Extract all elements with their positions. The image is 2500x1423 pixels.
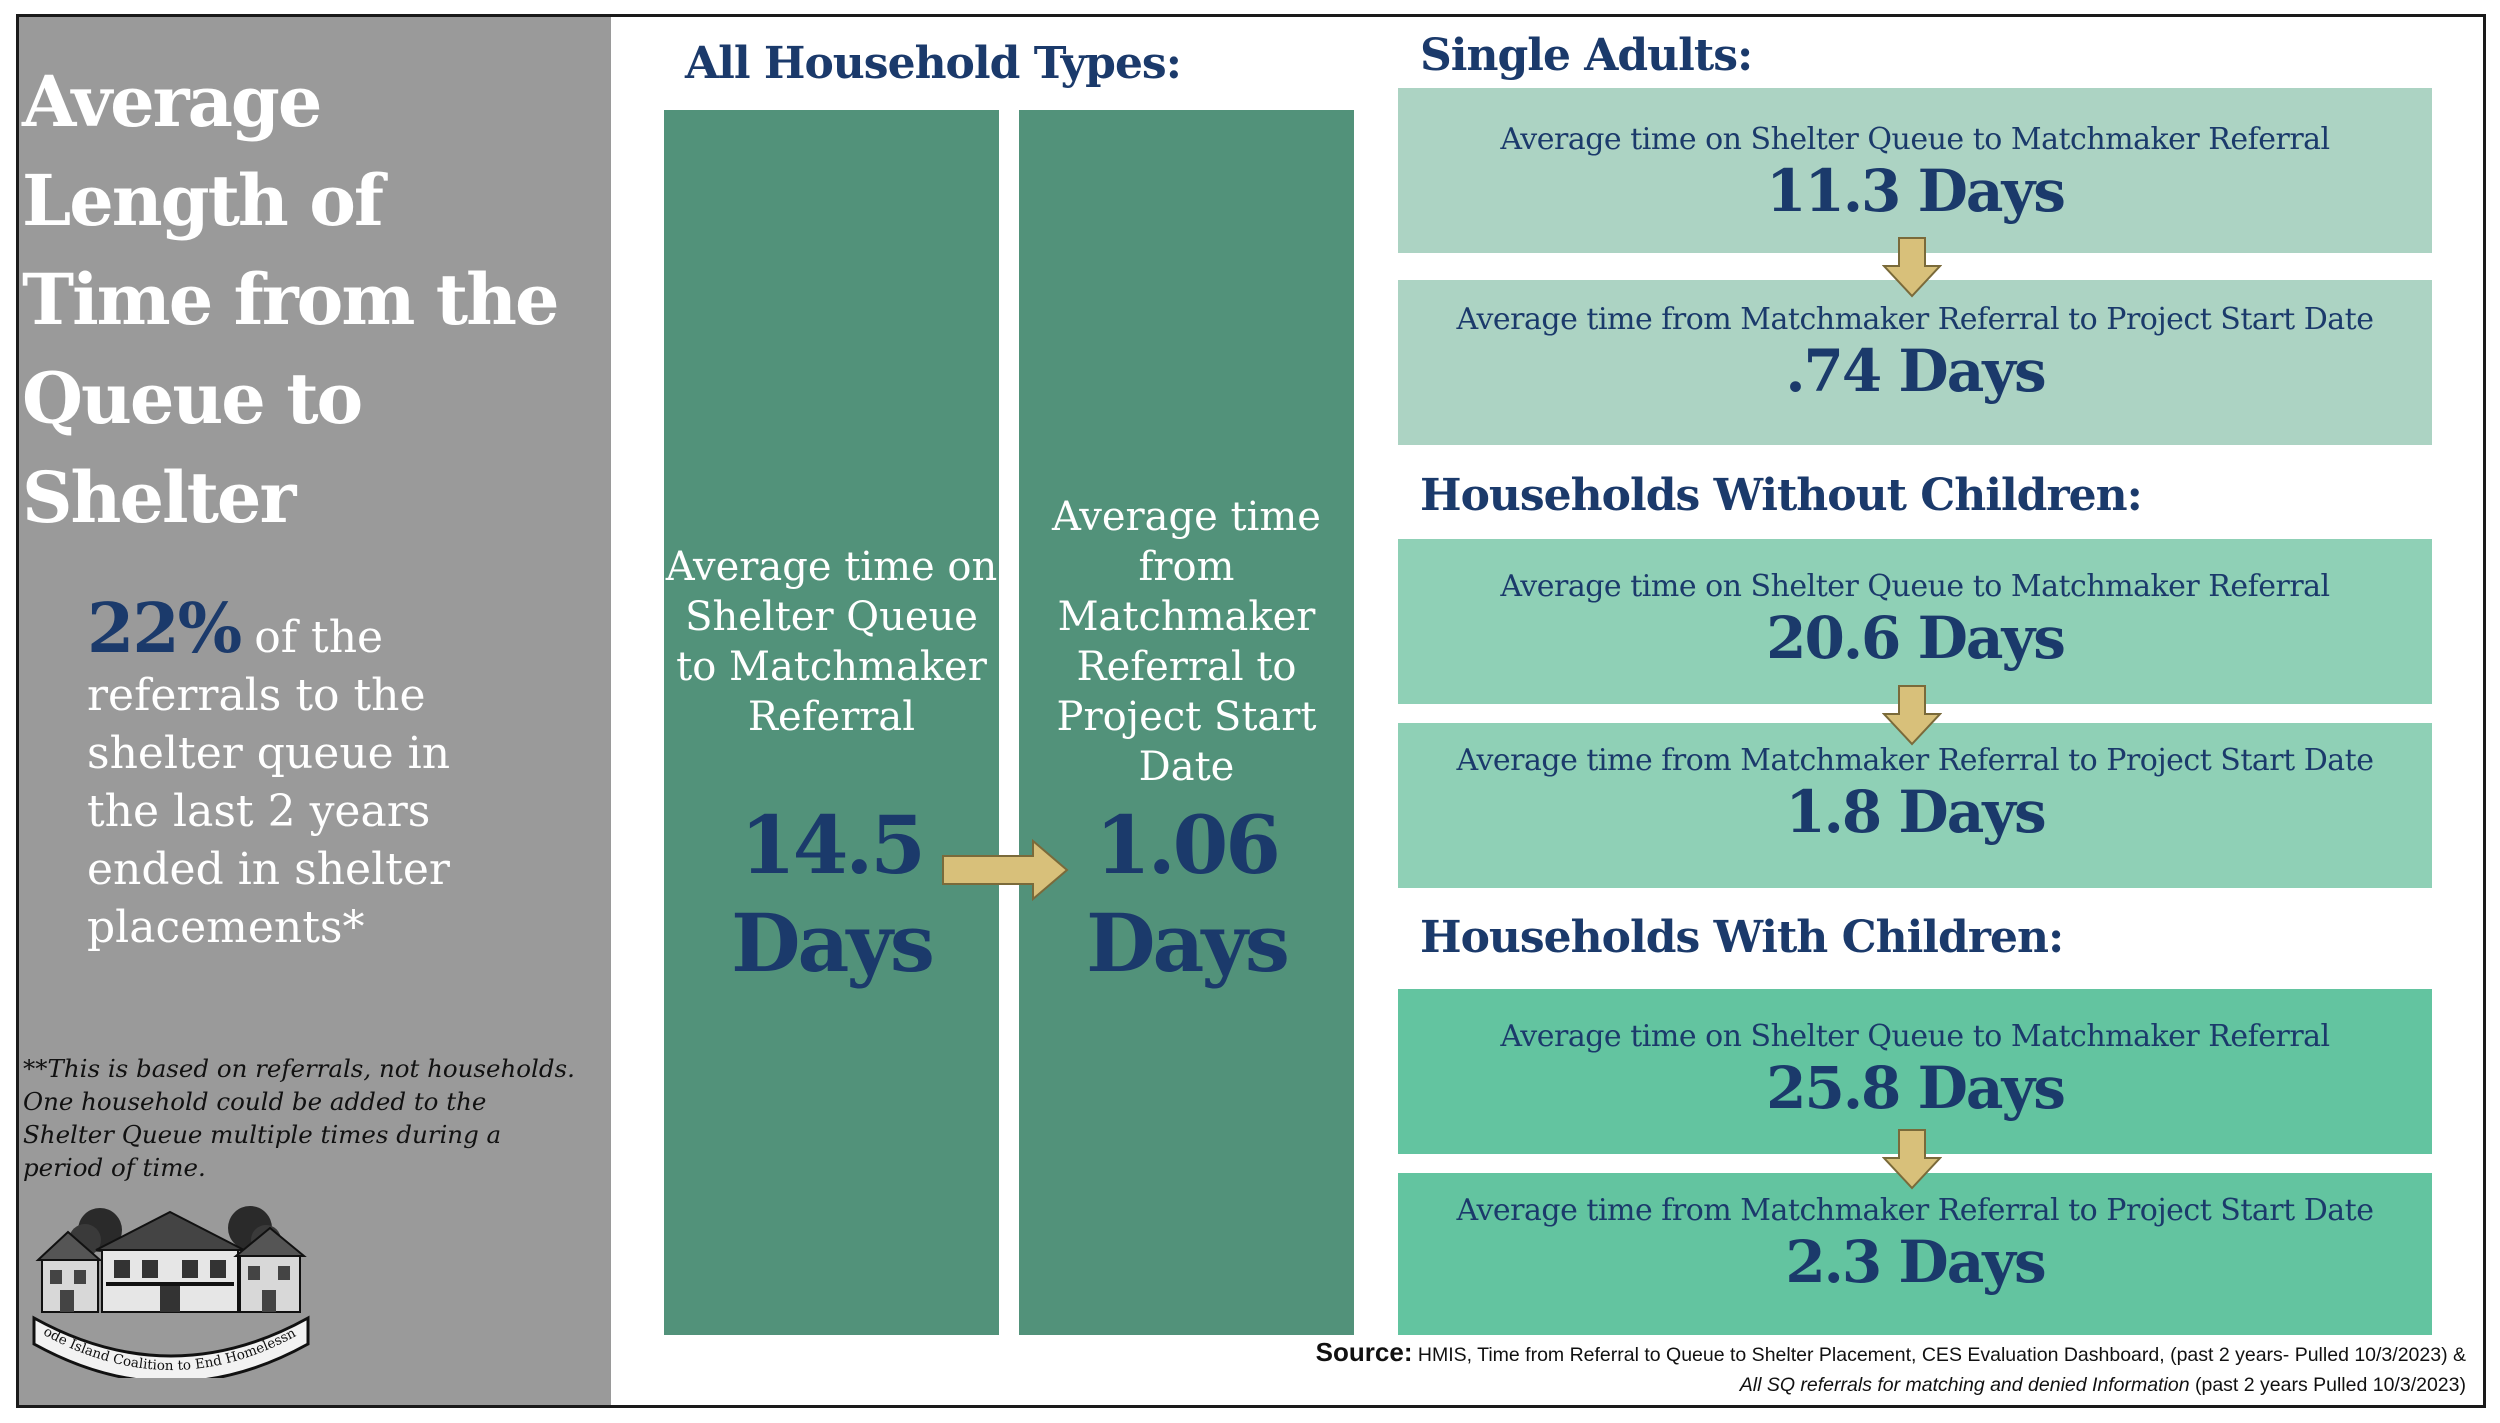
single-adults-queue-value: 11.3 Days bbox=[1766, 157, 2066, 225]
page-title: Average Length of Time from the Queue to… bbox=[22, 60, 560, 539]
down-arrow-icon bbox=[1882, 685, 1942, 746]
shelter-placement-stat: 22% of the referrals to the shelter queu… bbox=[87, 595, 507, 957]
with-children-referral-label: Average time from Matchmaker Referral to… bbox=[1456, 1193, 2374, 1228]
source-note: Source: HMIS, Time from Referral to Queu… bbox=[1316, 1337, 2466, 1400]
left-panel bbox=[19, 17, 611, 1405]
with-children-queue-box: Average time on Shelter Queue to Matchma… bbox=[1398, 989, 2432, 1154]
footnote: **This is based on referrals, not househ… bbox=[23, 1054, 575, 1182]
source-key: Source: bbox=[1315, 1337, 1413, 1367]
single-adults-referral-value: .74 Days bbox=[1785, 337, 2046, 405]
single-adults-queue-label: Average time on Shelter Queue to Matchma… bbox=[1500, 122, 2330, 157]
source-line-2-rest: (past 2 years Pulled 10/3/2023) bbox=[2194, 1374, 2466, 1396]
without-children-referral-label: Average time from Matchmaker Referral to… bbox=[1456, 743, 2374, 778]
queue-column-label: Average time on Shelter Queue to Matchma… bbox=[665, 544, 998, 740]
queue-column-unit: Days bbox=[731, 896, 935, 990]
with-children-referral-box: Average time from Matchmaker Referral to… bbox=[1398, 1173, 2432, 1335]
referral-column-label: Average time from Matchmaker Referral to… bbox=[1052, 494, 1321, 790]
without-children-queue-label: Average time on Shelter Queue to Matchma… bbox=[1500, 569, 2330, 604]
queue-column: Average time on Shelter Queue to Matchma… bbox=[664, 110, 999, 1335]
with-children-referral-value: 2.3 Days bbox=[1785, 1228, 2046, 1296]
single-adults-referral-label: Average time from Matchmaker Referral to… bbox=[1456, 302, 2374, 337]
without-children-queue-box: Average time on Shelter Queue to Matchma… bbox=[1398, 539, 2432, 704]
with-children-queue-label: Average time on Shelter Queue to Matchma… bbox=[1500, 1019, 2330, 1054]
households-without-children-heading: Households Without Children: bbox=[1420, 470, 2143, 521]
source-line-1: HMIS, Time from Referral to Queue to She… bbox=[1417, 1344, 2466, 1366]
single-adults-queue-box: Average time on Shelter Queue to Matchma… bbox=[1398, 88, 2432, 253]
stat-text: of the referrals to the shelter queue in… bbox=[87, 612, 451, 953]
stat-percent: 22% bbox=[87, 589, 242, 669]
households-with-children-heading: Households With Children: bbox=[1420, 912, 2064, 963]
single-adults-referral-box: Average time from Matchmaker Referral to… bbox=[1398, 280, 2432, 445]
all-households-heading: All Household Types: bbox=[685, 38, 1182, 89]
referral-column-value: 1.06 bbox=[1095, 798, 1281, 892]
source-line-2-italic: All SQ referrals for matching and denied… bbox=[1739, 1374, 2190, 1396]
without-children-referral-box: Average time from Matchmaker Referral to… bbox=[1398, 723, 2432, 888]
referral-column: Average time from Matchmaker Referral to… bbox=[1019, 110, 1354, 1335]
referral-column-unit: Days bbox=[1086, 896, 1290, 990]
down-arrow-icon bbox=[1882, 1129, 1942, 1190]
right-arrow-icon bbox=[942, 839, 1069, 901]
single-adults-heading: Single Adults: bbox=[1420, 30, 1753, 81]
queue-column-value: 14.5 bbox=[740, 798, 926, 892]
down-arrow-icon bbox=[1882, 237, 1942, 298]
without-children-queue-value: 20.6 Days bbox=[1766, 604, 2066, 672]
with-children-queue-value: 25.8 Days bbox=[1766, 1054, 2066, 1122]
without-children-referral-value: 1.8 Days bbox=[1785, 778, 2046, 846]
houses-logo-icon: Rhode Island Coalition to End Homelessne… bbox=[30, 1198, 310, 1378]
